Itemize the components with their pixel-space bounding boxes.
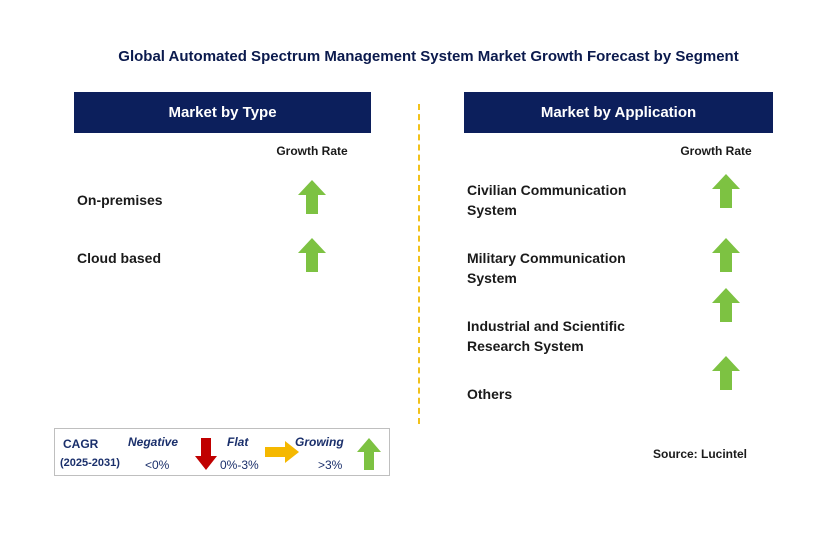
up-arrow-icon [712,238,740,272]
market-by-application-header: Market by Application [464,92,773,133]
segment-industrial-scientific: Industrial and Scientific Research Syste… [467,318,625,354]
up-arrow-icon [712,356,740,390]
segment-others: Others [467,386,513,402]
legend-growing-label: Growing [295,435,344,449]
legend-growing-range: >3% [318,458,343,472]
up-arrow-icon [298,180,326,214]
up-arrow-icon [712,174,740,208]
right-arrow-icon [265,441,299,468]
up-arrow-icon [357,438,381,475]
source-note: Source: Lucintel [653,447,748,461]
segment-on-premises: On-premises [77,192,163,208]
legend-negative-range: <0% [145,458,170,472]
chart-title: Global Automated Spectrum Management Sys… [118,48,739,65]
legend-cagr-label: CAGR [63,437,99,451]
down-arrow-icon [195,438,217,475]
legend-negative-label: Negative [128,435,179,449]
segment-civilian-communication: Civilian Communication System [467,182,627,218]
legend-period: (2025-2031) [60,457,120,469]
market-by-type-header: Market by Type [74,92,371,133]
right-growth-rate-header: Growth Rate [680,144,752,158]
cagr-legend: CAGR (2025-2031) Negative <0% Flat 0%-3%… [54,428,390,476]
panel-divider [418,104,420,424]
up-arrow-icon [298,238,326,272]
up-arrow-icon [712,288,740,322]
segment-cloud-based: Cloud based [77,250,162,266]
legend-flat-range: 0%-3% [220,458,259,472]
legend-flat-label: Flat [227,435,249,449]
segment-military-communication: Military Communication System [467,250,626,286]
left-growth-rate-header: Growth Rate [276,144,348,158]
